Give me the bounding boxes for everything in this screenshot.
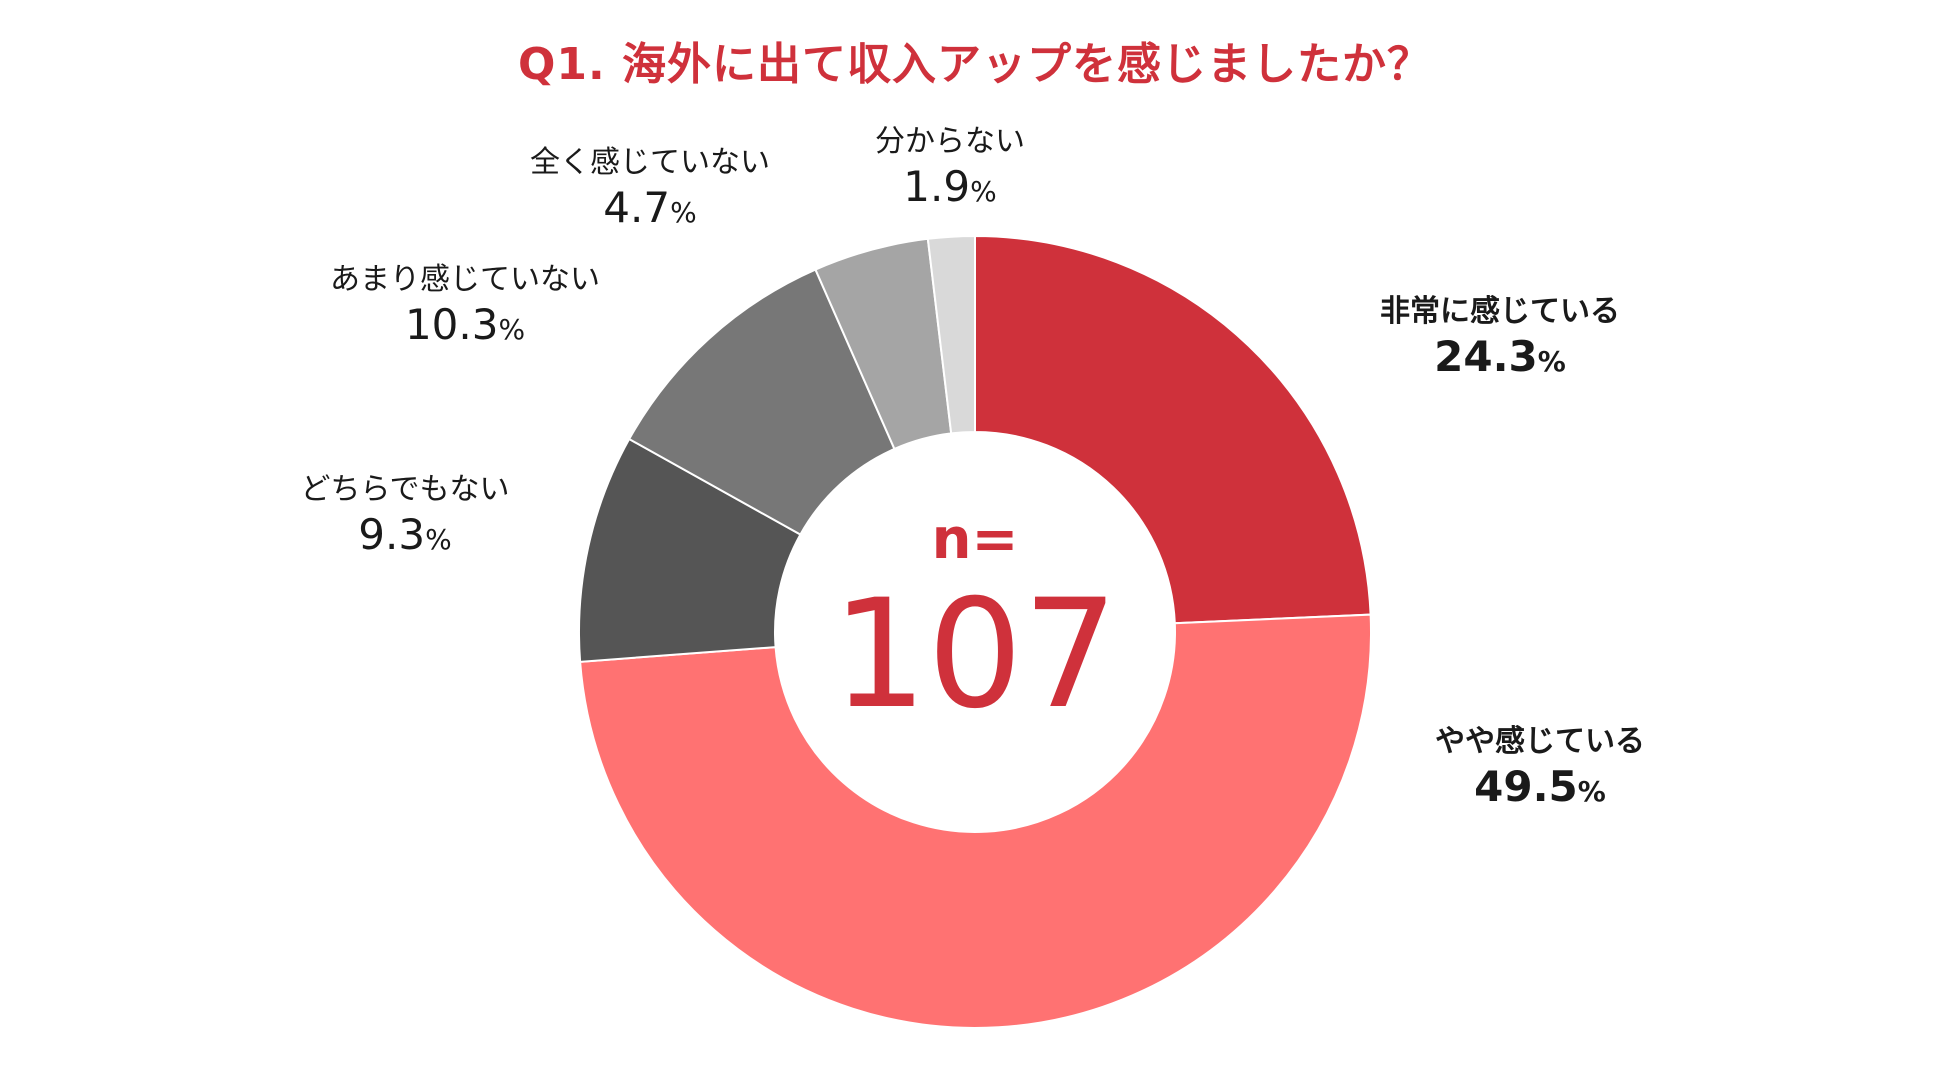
donut-slice-1 xyxy=(579,613,1373,1030)
slice-name: 非常に感じている xyxy=(1380,294,1620,329)
slice-label-not-at-all: 全く感じていない 4.7% xyxy=(490,143,810,238)
slice-name: 全く感じていない xyxy=(530,145,770,180)
slice-value: 10.3% xyxy=(404,300,526,349)
slice-name: 分からない xyxy=(875,124,1025,159)
slice-value: 9.3% xyxy=(358,510,452,559)
slice-label-neutral: どちらでもない 9.3% xyxy=(260,470,550,565)
donut-slice-0 xyxy=(974,234,1372,625)
donut-slice-3 xyxy=(627,268,896,536)
slice-label-somewhat: やや感じている 49.5% xyxy=(1360,722,1720,817)
slice-name: やや感じている xyxy=(1435,724,1645,759)
slice-value: 24.3% xyxy=(1434,332,1566,381)
slice-label-very: 非常に感じている 24.3% xyxy=(1300,292,1700,387)
slice-label-not-much: あまり感じていない 10.3% xyxy=(290,260,640,355)
slice-label-unknown: 分からない 1.9% xyxy=(830,122,1070,217)
slice-value: 49.5% xyxy=(1474,762,1606,811)
slice-value: 4.7% xyxy=(603,183,697,232)
slice-name: あまり感じていない xyxy=(330,262,600,297)
sample-size-label: n= xyxy=(931,507,1019,572)
chart-title: Q1. 海外に出て収入アップを感じましたか？ xyxy=(517,39,1433,90)
sample-size-value: 107 xyxy=(831,568,1119,742)
slice-name: どちらでもない xyxy=(300,472,510,507)
donut-slice-5 xyxy=(926,234,976,435)
slice-value: 1.9% xyxy=(903,162,997,211)
sample-size: n= 107 xyxy=(775,505,1175,735)
